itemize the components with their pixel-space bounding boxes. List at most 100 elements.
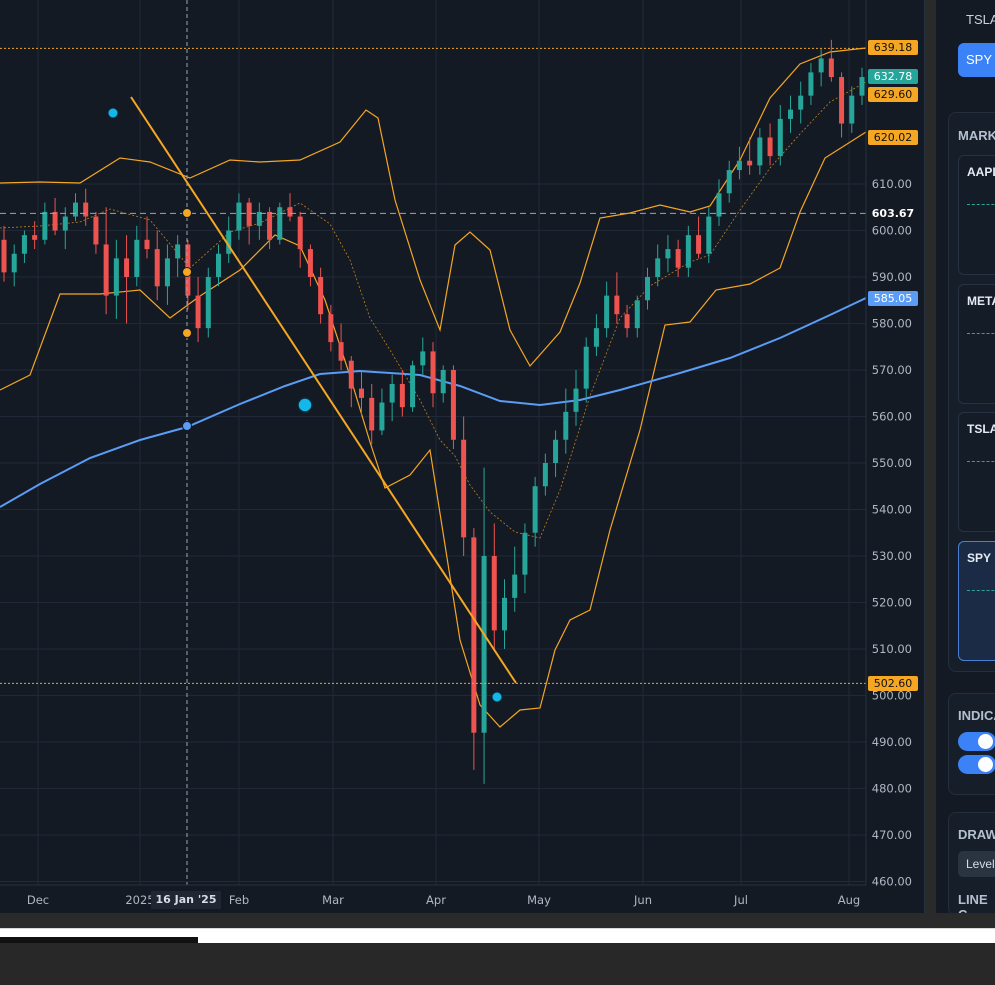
- candle-body: [512, 574, 518, 598]
- candle-body: [788, 109, 793, 119]
- drawings[interactable]: [0, 0, 866, 885]
- market-card-symbol: META: [967, 294, 995, 308]
- candle-body: [297, 216, 303, 250]
- crosshair-marker: [182, 208, 192, 218]
- signal-marker: [491, 691, 503, 703]
- candle-body: [32, 235, 38, 240]
- price-label-mid-band: 620.02: [868, 130, 918, 145]
- candle-body: [389, 383, 395, 403]
- candle-body: [604, 295, 610, 329]
- crosshair-date-label: 16 Jan '25: [151, 891, 221, 909]
- mini-chart-line: [967, 590, 995, 591]
- candle-body: [359, 388, 364, 398]
- candle-body: [706, 216, 712, 254]
- candle-body: [614, 295, 620, 315]
- candle-body: [93, 216, 99, 245]
- candle-body: [195, 295, 201, 329]
- x-tick-label: 2025: [125, 893, 154, 907]
- market-card-spy[interactable]: SPY: [958, 541, 995, 661]
- candle-body: [369, 397, 375, 431]
- candle-body: [849, 95, 855, 124]
- price-label-ma: 585.05: [868, 291, 918, 306]
- candle-body: [777, 118, 783, 157]
- candle-body: [113, 258, 119, 296]
- candle-body: [277, 207, 283, 240]
- candle-body: [818, 58, 824, 73]
- mini-chart-line: [967, 204, 995, 205]
- candles: [1, 39, 865, 784]
- ma-toggle[interactable]: [958, 755, 995, 774]
- candle-body: [154, 249, 160, 287]
- candle-body: [532, 486, 538, 533]
- candle-body: [747, 160, 753, 166]
- price-label-crosshair: 603.67: [868, 206, 918, 221]
- candle-body: [410, 365, 416, 408]
- candle-body: [226, 230, 232, 254]
- candle-body: [665, 249, 671, 259]
- candle-body: [399, 383, 405, 408]
- candle-body: [859, 77, 865, 96]
- candle-body: [471, 537, 477, 733]
- candle-body: [675, 249, 681, 268]
- market-card-aapl[interactable]: AAPL: [958, 155, 995, 275]
- x-tick-label: Feb: [229, 893, 249, 907]
- candle-body: [563, 411, 569, 440]
- candle-body: [583, 346, 589, 389]
- candle-body: [103, 244, 109, 296]
- chart-panel[interactable]: 460.00 470.00 480.00 490.00 500.00 510.00 520.…: [0, 0, 925, 913]
- candle-body: [502, 597, 507, 631]
- bollinger-toggle[interactable]: [958, 732, 995, 751]
- symbol-list-item-tsla[interactable]: TSLA: [966, 12, 995, 27]
- spy-symbol-button[interactable]: SPY: [958, 43, 995, 77]
- candle-body: [685, 235, 691, 268]
- markets-header: MARKETS: [958, 128, 995, 143]
- scrollbar-thumb[interactable]: [0, 937, 198, 943]
- candle-body: [21, 235, 27, 254]
- y-tick-label: 480.00: [872, 782, 912, 796]
- y-tick-label: 550.00: [872, 456, 912, 470]
- y-tick-label: 530.00: [872, 549, 912, 563]
- candle-body: [573, 388, 579, 412]
- indicators-header: INDICATORS: [958, 708, 995, 723]
- x-tick-label: Apr: [426, 893, 446, 907]
- market-card-symbol: SPY: [967, 551, 992, 565]
- candle-body: [655, 258, 661, 277]
- candle-body: [522, 532, 528, 575]
- crosshair-marker: [182, 267, 192, 277]
- candle-body: [634, 300, 640, 329]
- candle-body: [808, 72, 814, 96]
- right-panel: TSLA SPY MARKETS AAPL META TSLA SPY INDI…: [936, 0, 995, 913]
- candle-body: [481, 556, 487, 733]
- market-card-meta[interactable]: META: [958, 284, 995, 404]
- axes: 460.00 470.00 480.00 490.00 500.00 510.00 520.…: [0, 0, 912, 907]
- horizontal-scrollbar-track[interactable]: [0, 928, 995, 943]
- trend-line: [130, 96, 517, 684]
- market-card-symbol: AAPL: [967, 165, 995, 179]
- mini-chart-line: [967, 333, 995, 334]
- level-button[interactable]: Level: [958, 851, 995, 877]
- market-card-symbol: TSLA: [967, 422, 995, 436]
- moving-average-line: [0, 297, 867, 508]
- candle-body: [256, 211, 262, 226]
- x-tick-label: Jul: [733, 893, 748, 907]
- market-card-tsla[interactable]: TSLA: [958, 412, 995, 532]
- line-header: LINE C: [958, 892, 988, 913]
- candle-body: [175, 244, 181, 259]
- candle-body: [716, 193, 722, 217]
- y-tick-label: 570.00: [872, 363, 912, 377]
- x-tick-label: May: [527, 893, 551, 907]
- bollinger-upper: [0, 47, 867, 368]
- price-label-level-low: 502.60: [868, 676, 918, 691]
- candle-body: [246, 202, 252, 226]
- price-label-last: 632.78: [868, 69, 918, 84]
- candle-body: [73, 202, 78, 217]
- y-tick-label: 500.00: [872, 689, 912, 703]
- candle-body: [553, 439, 559, 463]
- price-chart[interactable]: 460.00 470.00 480.00 490.00 500.00 510.00 520.…: [0, 0, 924, 913]
- candle-body: [164, 258, 170, 287]
- y-tick-label: 520.00: [872, 596, 912, 610]
- candle-body: [379, 402, 385, 431]
- mini-chart-line: [967, 461, 995, 462]
- y-tick-label: 460.00: [872, 875, 912, 889]
- candle-body: [1, 239, 7, 273]
